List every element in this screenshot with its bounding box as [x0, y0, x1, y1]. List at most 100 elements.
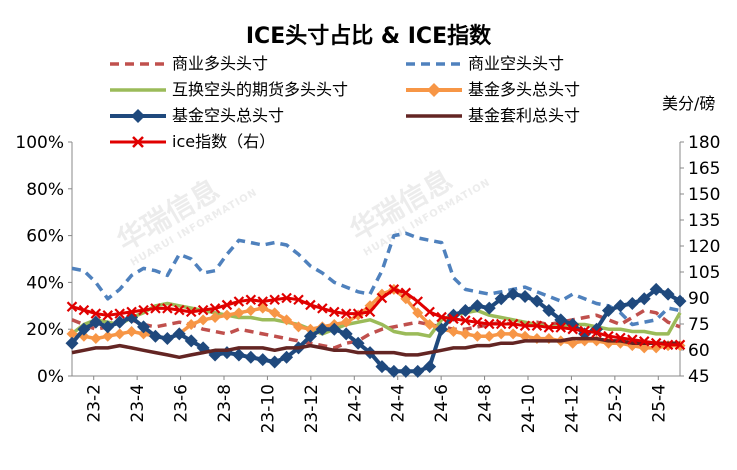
- data-point: [66, 328, 78, 340]
- right-tick-label: 60: [688, 341, 710, 361]
- data-point: [245, 304, 257, 316]
- left-tick-label: 80%: [26, 180, 64, 200]
- data-point: [303, 329, 317, 343]
- data-point: [364, 306, 376, 318]
- data-point: [495, 318, 507, 330]
- data-point: [114, 328, 126, 340]
- x-tick-label: 24-8: [476, 384, 496, 423]
- data-point: [376, 292, 388, 304]
- series-line: [71, 231, 681, 327]
- legend-swatch: [406, 83, 462, 97]
- x-tick-label: 23-12: [302, 384, 322, 433]
- legend-label: 互换空头的期货多头头寸: [172, 80, 349, 99]
- data-point: [627, 334, 638, 345]
- series-line: [71, 336, 680, 360]
- data-point: [567, 323, 578, 335]
- data-point: [138, 304, 149, 316]
- data-point: [483, 330, 495, 342]
- left-tick-label: 60%: [26, 227, 64, 247]
- data-point: [471, 330, 483, 342]
- data-point: [315, 322, 329, 336]
- data-point: [482, 301, 496, 315]
- data-point: [542, 303, 556, 317]
- data-point: [281, 292, 292, 304]
- data-point: [185, 306, 197, 318]
- legend-label: 商业空头头寸: [468, 54, 565, 73]
- data-point: [519, 330, 531, 342]
- series-line: [71, 287, 680, 347]
- x-tick-label: 24-12: [562, 384, 582, 433]
- data-point: [256, 353, 270, 367]
- data-point: [472, 316, 483, 328]
- left-tick-label: 100%: [15, 133, 64, 153]
- data-point: [448, 313, 459, 325]
- legend-label: 基金套利总头寸: [468, 106, 581, 125]
- data-point: [197, 314, 209, 326]
- data-point: [305, 299, 316, 311]
- legend-swatch: [406, 62, 462, 66]
- data-point: [114, 308, 125, 319]
- data-point: [603, 330, 614, 342]
- data-point: [269, 294, 280, 306]
- x-tick-label: 23-8: [215, 384, 235, 423]
- right-tick-label: 120: [688, 237, 720, 257]
- data-point: [281, 314, 293, 326]
- data-point: [113, 315, 127, 329]
- data-point: [293, 321, 305, 333]
- data-point: [638, 336, 650, 347]
- data-point: [89, 315, 103, 329]
- data-point: [340, 316, 352, 328]
- x-tick-label: 24-6: [432, 384, 452, 423]
- legend-label: ice指数（右）: [172, 132, 276, 151]
- data-point: [317, 303, 328, 314]
- data-point: [506, 287, 520, 301]
- data-point: [412, 307, 424, 319]
- data-point: [185, 319, 197, 331]
- data-point: [209, 303, 221, 314]
- data-point: [126, 306, 137, 318]
- x-tick-label: 25-4: [649, 384, 669, 423]
- right-axis-unit: 美分/磅: [662, 94, 716, 113]
- data-point: [65, 336, 79, 350]
- data-point: [268, 355, 282, 369]
- x-tick-label: 23-6: [172, 384, 192, 423]
- data-point: [232, 348, 246, 362]
- data-point: [340, 308, 352, 319]
- data-point: [673, 294, 687, 308]
- data-point: [495, 328, 507, 340]
- data-point: [327, 322, 341, 336]
- right-tick-label: 75: [688, 315, 710, 335]
- legend-label: 基金空头总头寸: [172, 106, 285, 125]
- legend-swatch: [110, 62, 166, 66]
- data-point: [221, 309, 233, 321]
- data-point: [90, 308, 102, 319]
- data-point: [400, 287, 412, 299]
- data-point: [615, 332, 626, 344]
- data-point: [458, 303, 472, 317]
- data-point: [399, 364, 413, 378]
- data-point: [257, 296, 269, 307]
- data-point: [662, 339, 674, 351]
- data-point: [197, 304, 209, 316]
- data-point: [411, 364, 425, 378]
- data-point: [625, 296, 639, 310]
- data-point: [150, 303, 161, 314]
- data-point: [423, 360, 437, 374]
- data-point: [507, 318, 519, 330]
- data-point: [172, 327, 186, 341]
- data-point: [137, 320, 151, 334]
- legend-swatch: [110, 88, 166, 92]
- data-point: [579, 325, 590, 337]
- left-tick-label: 40%: [26, 273, 64, 293]
- data-point: [494, 292, 508, 306]
- data-point: [543, 322, 555, 333]
- x-tick-label: 23-4: [128, 384, 148, 423]
- data-point: [66, 301, 78, 312]
- data-point: [436, 311, 447, 323]
- data-point: [661, 287, 675, 301]
- data-point: [304, 323, 316, 335]
- data-point: [269, 307, 281, 319]
- data-point: [102, 310, 114, 321]
- data-point: [352, 308, 364, 319]
